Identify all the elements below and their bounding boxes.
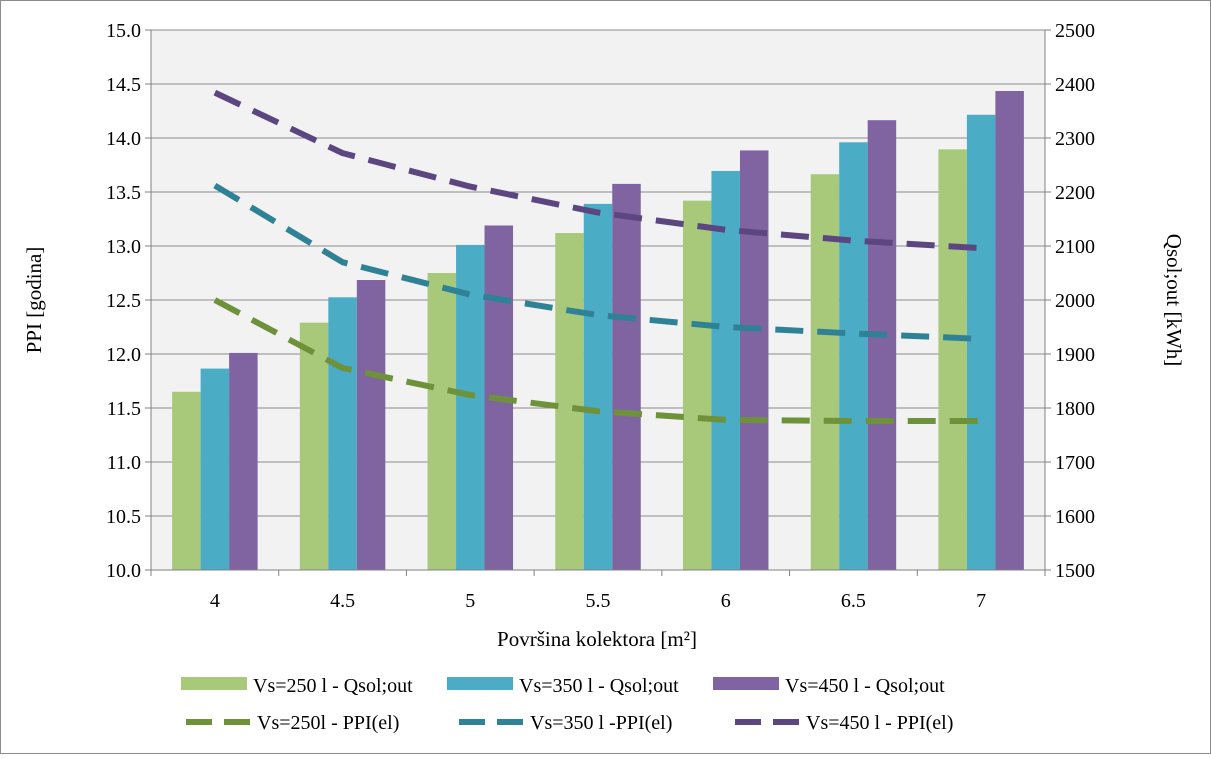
- y-tick-label: 11.5: [107, 398, 141, 420]
- bar: [839, 142, 868, 570]
- legend-swatch: [447, 677, 513, 690]
- x-tick-label: 6: [721, 590, 731, 612]
- bar: [995, 91, 1024, 571]
- y-tick-label: 14.5: [106, 74, 141, 96]
- legend-label: Vs=250l - PPI(el): [257, 712, 399, 734]
- bar: [200, 368, 230, 570]
- x-tick-label: 4: [210, 590, 220, 612]
- legend-label: Vs=450 l - Qsol;out: [785, 675, 945, 697]
- bar: [555, 233, 584, 571]
- y-tick-label: 10.5: [106, 506, 141, 528]
- bar: [172, 391, 201, 570]
- y2-tick-label: 1600: [1055, 506, 1095, 528]
- y2-tick-label: 1900: [1055, 344, 1095, 366]
- legend-swatch: [181, 677, 247, 690]
- bar-series-group: [172, 91, 1024, 571]
- y2-tick-label: 2200: [1055, 182, 1095, 204]
- x-axis-title: Površina kolektora [m²]: [497, 627, 697, 651]
- y2-tick-label: 2400: [1055, 74, 1095, 96]
- legend-swatch: [713, 677, 779, 690]
- y-tick-label: 12.0: [106, 344, 141, 366]
- bar: [810, 174, 840, 570]
- y2-tick-label: 2500: [1055, 20, 1095, 42]
- bar: [356, 280, 386, 570]
- y-tick-label: 10.0: [106, 560, 141, 582]
- bar: [427, 273, 457, 570]
- y2-tick-label: 1500: [1055, 560, 1095, 582]
- y2-tick-label: 2300: [1055, 128, 1095, 150]
- legend-label: Vs=350 l -PPI(el): [530, 712, 672, 734]
- x-tick-label: 5.5: [586, 590, 611, 612]
- bar: [328, 297, 357, 570]
- legend-label: Vs=350 l - Qsol;out: [519, 675, 679, 697]
- bar: [456, 244, 485, 571]
- y-tick-label: 13.5: [106, 182, 141, 204]
- legend: Vs=250 l - Qsol;out Vs=350 l - Qsol;out Vs…: [181, 675, 953, 734]
- y2-axis-title: Qsol;out [kWh]: [1162, 234, 1186, 366]
- bar: [583, 203, 613, 570]
- bar: [682, 200, 712, 570]
- bar: [612, 183, 641, 570]
- y2-tick-label: 2000: [1055, 290, 1095, 312]
- bar: [229, 352, 258, 570]
- bar: [711, 170, 740, 570]
- x-tick-label: 4.5: [330, 590, 355, 612]
- y-tick-label: 12.5: [106, 290, 141, 312]
- series-line: [213, 182, 982, 342]
- y-tick-label: 15.0: [106, 20, 141, 42]
- x-tick-label: 6.5: [841, 590, 866, 612]
- legend-label: Vs=250 l - Qsol;out: [253, 675, 413, 697]
- x-tick-label: 5: [465, 590, 475, 612]
- series-line: [213, 89, 982, 252]
- x-tick-label: 7: [976, 590, 986, 612]
- y2-tick-label: 1700: [1055, 452, 1095, 474]
- y-tick-label: 11.0: [107, 452, 141, 474]
- bar: [299, 322, 329, 570]
- y-axis-title: PPI [godina]: [22, 247, 46, 354]
- series-line: [213, 297, 982, 424]
- y2-tick-label: 2100: [1055, 236, 1095, 258]
- y2-tick-label: 1800: [1055, 398, 1095, 420]
- bar: [867, 120, 897, 571]
- bar: [739, 150, 769, 571]
- y-tick-label: 13.0: [106, 236, 141, 258]
- line-series-group: [213, 89, 982, 424]
- bar: [966, 114, 996, 570]
- tick-labels: 10.0 10.5 11.0 11.5 12.0 12.5 13.0 13.5 14.0 14.5…: [106, 20, 1095, 612]
- bar: [938, 149, 967, 570]
- legend-label: Vs=450 l - PPI(el): [806, 712, 953, 734]
- y-tick-label: 14.0: [106, 128, 141, 150]
